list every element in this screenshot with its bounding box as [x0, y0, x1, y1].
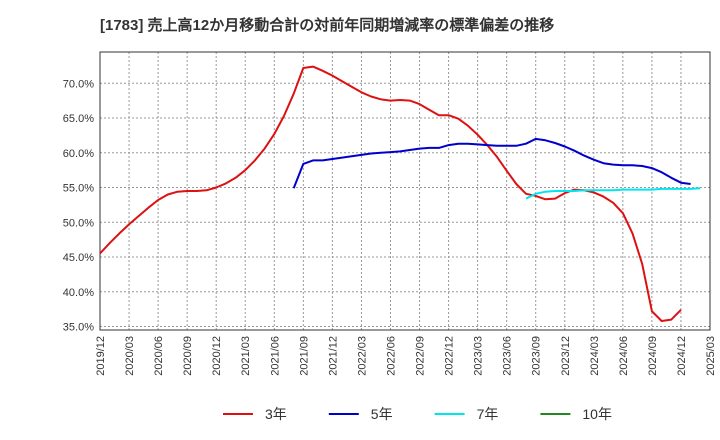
x-tick-label: 2021/09	[298, 336, 310, 376]
x-tick-label: 2022/12	[444, 336, 456, 376]
x-tick-label: 2024/09	[647, 336, 659, 376]
y-tick-label: 50.0%	[63, 217, 94, 229]
legend: 3年 5年 7年 10年	[223, 406, 612, 422]
y-tick-label: 35.0%	[63, 322, 94, 334]
x-tick-label: 2024/06	[618, 336, 630, 376]
x-axis: 2019/12 2020/03 2020/06 2020/09 2020/12 2021/…	[95, 336, 717, 376]
x-tick-label: 2024/03	[589, 336, 601, 376]
x-tick-label: 2021/03	[240, 336, 252, 376]
grid	[99, 52, 711, 330]
series-line-7年	[525, 187, 701, 200]
x-tick-label: 2022/06	[385, 336, 397, 376]
x-tick-label: 2024/12	[676, 336, 688, 376]
x-tick-label: 2023/12	[560, 336, 572, 376]
x-tick-label: 2025/03	[705, 336, 717, 376]
series-line-5年	[292, 137, 691, 189]
x-tick-label: 2020/12	[211, 336, 223, 376]
chart-title: [1783] 売上高12か月移動合計の対前年同期増減率の標準偏差の推移	[100, 16, 554, 34]
y-tick-label: 55.0%	[63, 183, 94, 195]
x-tick-label: 2021/12	[327, 336, 339, 376]
x-tick-label: 2020/03	[124, 336, 136, 376]
legend-label: 10年	[582, 406, 612, 422]
x-tick-label: 2020/06	[153, 336, 165, 376]
legend-label: 7年	[477, 406, 499, 422]
legend-label: 5年	[371, 406, 393, 422]
x-tick-label: 2023/09	[531, 336, 543, 376]
x-tick-label: 2022/09	[415, 336, 427, 376]
y-axis: 35.0% 40.0% 45.0% 50.0% 55.0% 60.0% 65.0% 70.0%	[63, 78, 94, 333]
x-tick-label: 2022/03	[356, 336, 368, 376]
series-lines	[99, 65, 701, 322]
plot-area	[99, 51, 711, 331]
y-tick-label: 70.0%	[63, 78, 94, 90]
y-tick-label: 60.0%	[63, 148, 94, 160]
x-tick-label: 2020/09	[182, 336, 194, 376]
y-tick-label: 65.0%	[63, 113, 94, 125]
y-tick-label: 40.0%	[63, 287, 94, 299]
x-tick-label: 2023/03	[473, 336, 485, 376]
x-tick-label: 2019/12	[95, 336, 107, 376]
x-tick-label: 2023/06	[502, 336, 514, 376]
legend-label: 3年	[265, 406, 287, 422]
y-tick-label: 45.0%	[63, 252, 94, 264]
x-tick-label: 2021/06	[269, 336, 281, 376]
